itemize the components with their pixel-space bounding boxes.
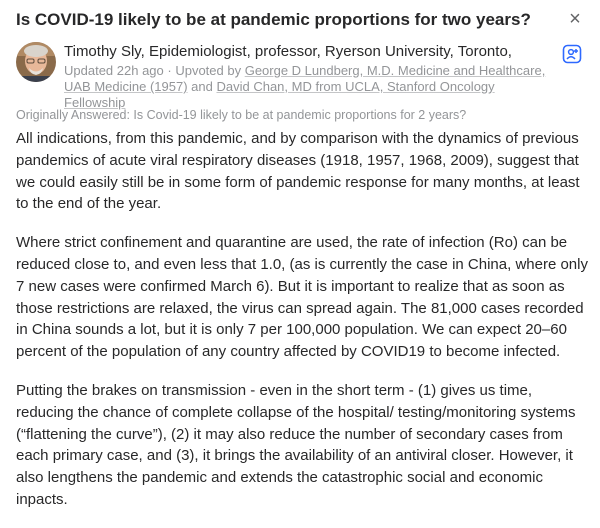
upvoter-link-2[interactable]: David Chan, MD from UCLA, Stanford Oncol…: [64, 79, 495, 110]
author-credential[interactable]: Timothy Sly, Epidemiologist, professor, …: [64, 43, 512, 60]
share-to-space-icon[interactable]: [562, 44, 582, 64]
answer-body: All indications, from this pandemic, and…: [16, 128, 588, 528]
answer-paragraph-1: All indications, from this pandemic, and…: [16, 130, 580, 213]
answer-meta: Updated 22h ago · Upvoted by George D Lu…: [64, 63, 554, 111]
question-title[interactable]: Is COVID-19 likely to be at pandemic pro…: [16, 10, 531, 29]
author-avatar[interactable]: [16, 42, 56, 82]
author-block: Timothy Sly, Epidemiologist, professor, …: [64, 42, 554, 111]
updated-time[interactable]: Updated 22h ago: [64, 63, 164, 78]
and-text: and: [187, 79, 217, 94]
meta-separator: ·: [163, 63, 176, 78]
answer-paragraph-2: Where strict confinement and quarantine …: [16, 234, 588, 361]
upvoted-prefix: Upvoted by: [175, 63, 245, 78]
close-icon[interactable]: ×: [569, 8, 581, 30]
upvoter-link-1[interactable]: George D Lundberg, M.D. Medicine and Hea…: [64, 63, 546, 94]
originally-answered-question[interactable]: Originally Answered: Is Covid-19 likely …: [16, 108, 467, 122]
author-photo: [16, 42, 56, 82]
answer-paragraph-3: Putting the brakes on transmission - eve…: [16, 381, 576, 508]
